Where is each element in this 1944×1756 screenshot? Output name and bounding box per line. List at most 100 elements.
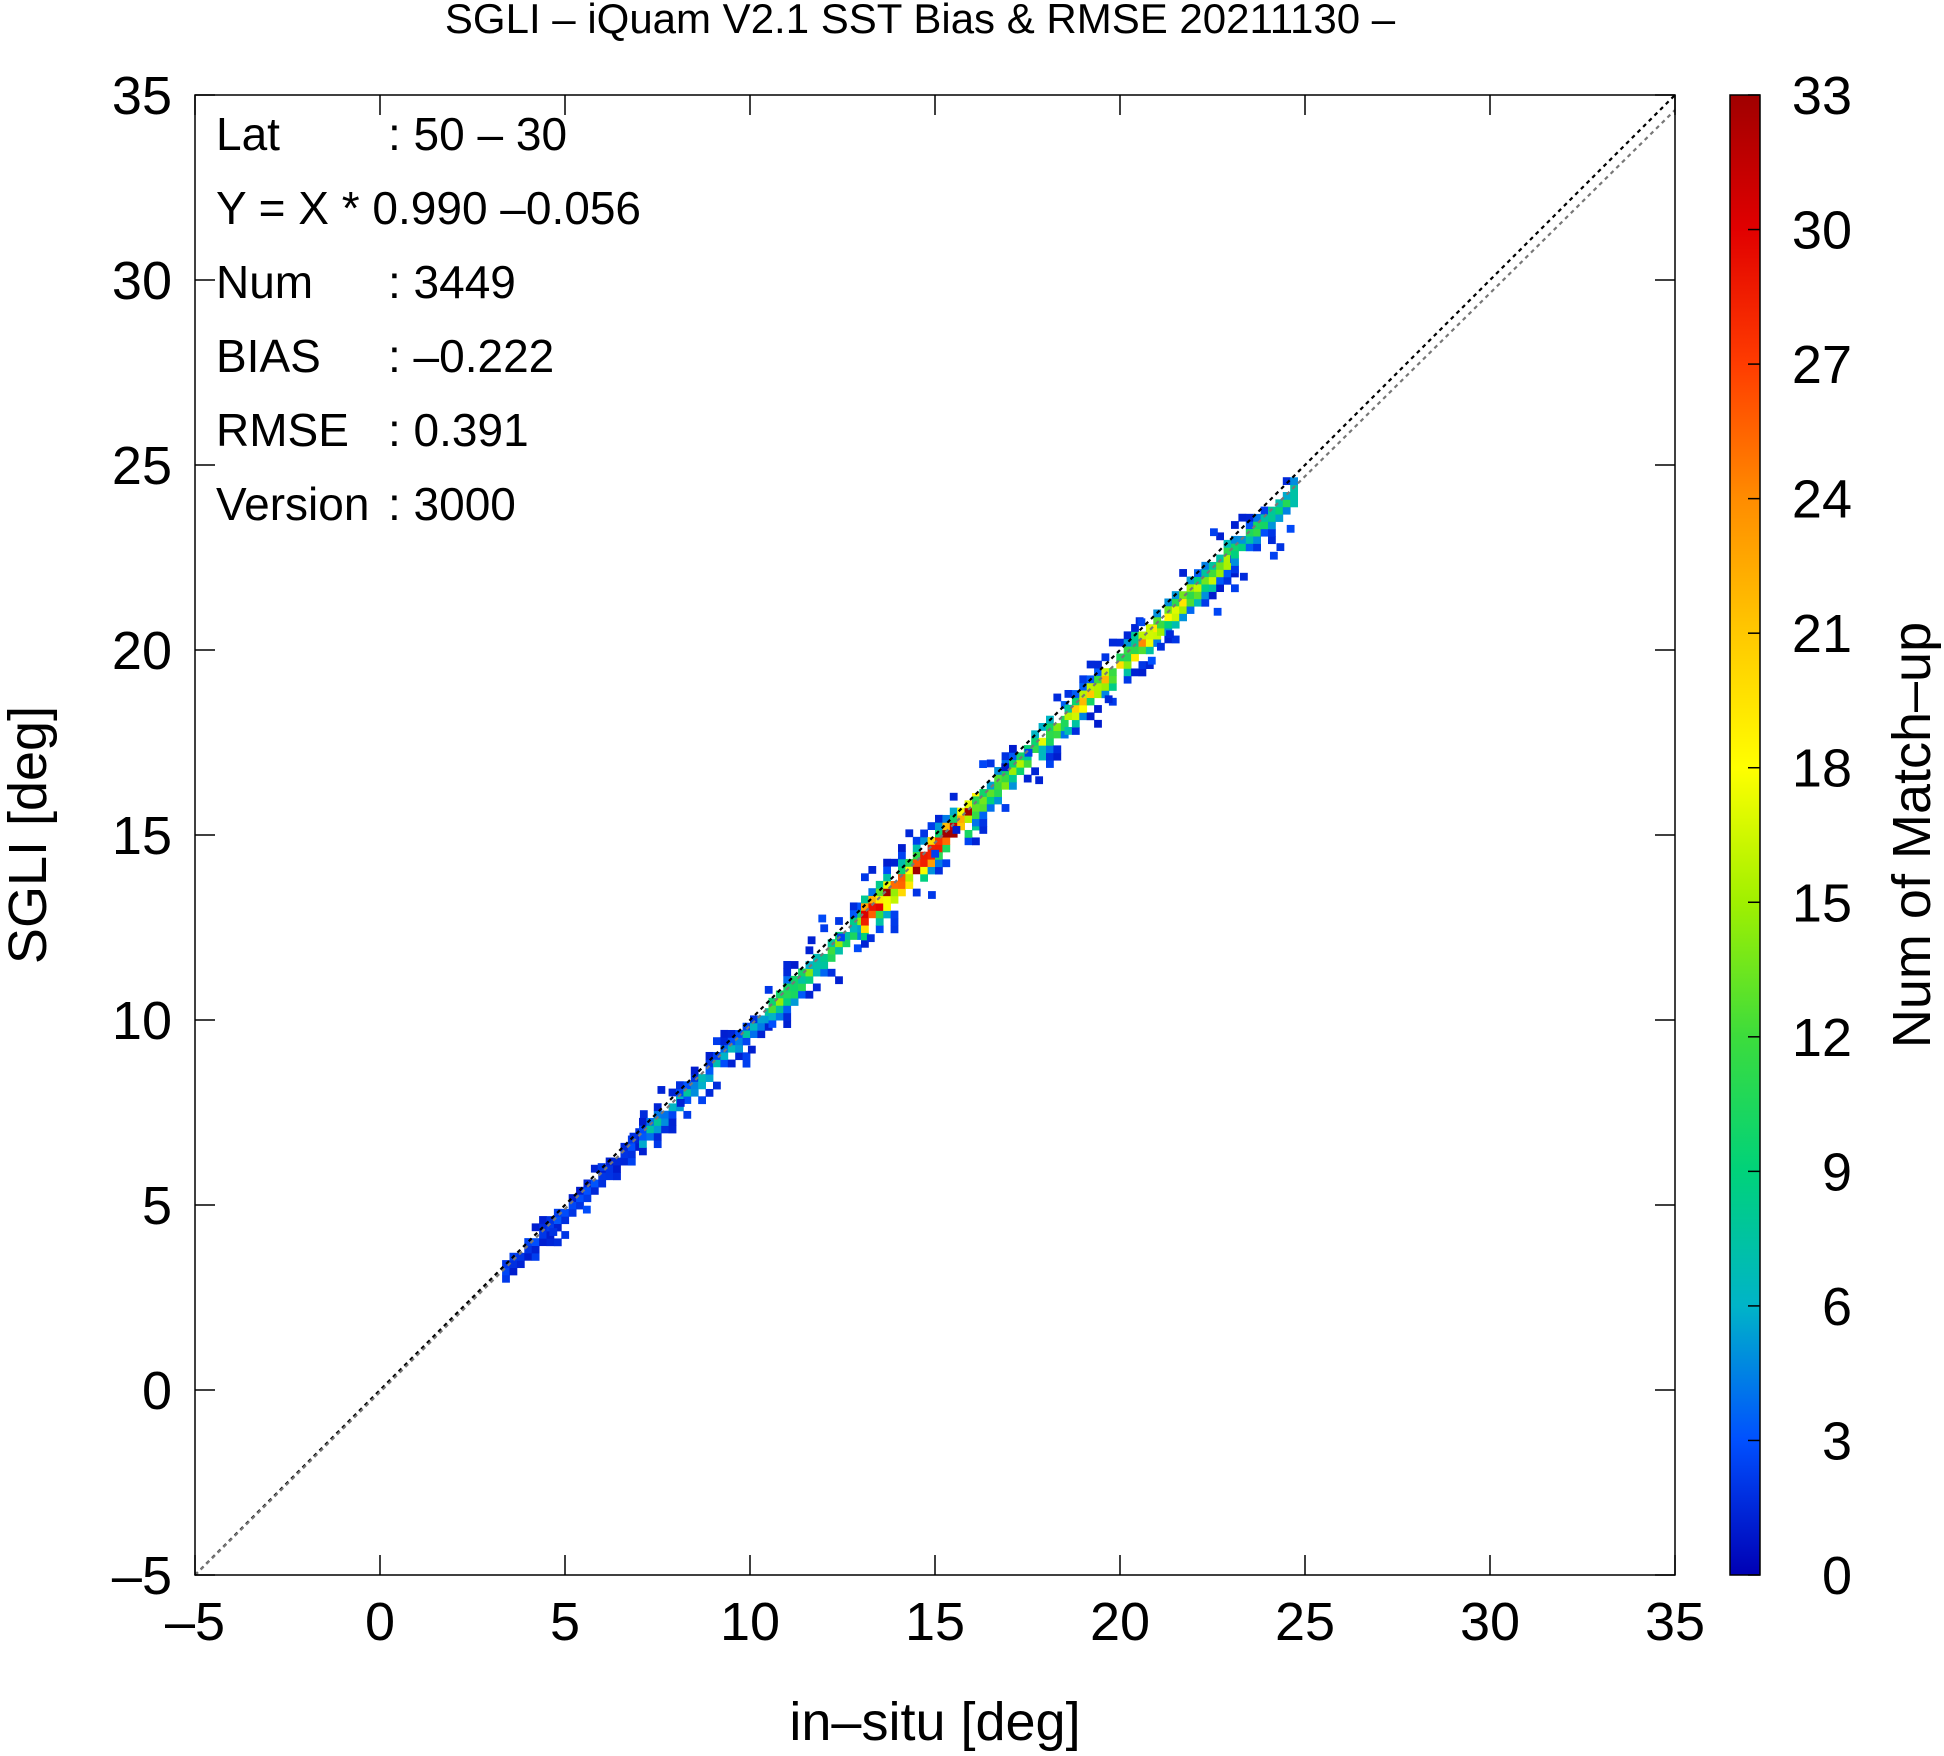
density-cell [747, 1045, 756, 1054]
density-cell [783, 1020, 792, 1028]
density-cell [768, 997, 777, 1006]
density-cell [1201, 591, 1210, 600]
density-cell [1071, 727, 1080, 735]
density-cell [1024, 748, 1033, 757]
colorbar-tick-label: 30 [1792, 201, 1852, 261]
density-cell [639, 1147, 647, 1156]
density-cell [1145, 624, 1154, 633]
density-cell [524, 1252, 533, 1261]
density-cell [1108, 668, 1117, 677]
density-cell [1035, 776, 1044, 785]
density-cell [713, 1052, 721, 1060]
density-cell [1086, 697, 1095, 706]
density-cell [1131, 638, 1139, 647]
density-cell [516, 1252, 525, 1261]
density-cell [875, 880, 884, 889]
density-cell [986, 796, 995, 805]
density-cell [1245, 513, 1254, 522]
density-cell [1094, 682, 1102, 691]
density-cell [1086, 712, 1095, 721]
density-cell [1208, 576, 1217, 585]
density-cell [1268, 521, 1276, 530]
density-cell [653, 1140, 662, 1149]
density-cell [883, 910, 891, 919]
density-cell [1238, 513, 1247, 522]
colorbar-tick-label: 15 [1792, 873, 1852, 933]
density-cell [1108, 683, 1117, 691]
density-cell [1216, 554, 1224, 563]
density-cell [1038, 752, 1047, 761]
density-cell [883, 873, 891, 882]
density-cell [972, 822, 980, 831]
density-cell [576, 1201, 584, 1210]
density-cell [775, 990, 784, 999]
density-cell [546, 1238, 555, 1247]
density-cell [1171, 605, 1180, 614]
density-cell [935, 829, 943, 838]
density-cell [964, 807, 973, 816]
density-cell [683, 1110, 692, 1119]
density-cell [683, 1088, 692, 1097]
density-cell [972, 796, 980, 805]
density-cell [1164, 620, 1173, 629]
density-cell [927, 836, 936, 845]
density-cell [742, 1022, 751, 1031]
density-cell [1053, 723, 1062, 731]
density-cell [639, 1125, 647, 1134]
density-cell [1164, 613, 1173, 622]
density-cell [690, 1081, 699, 1090]
density-cell [1009, 781, 1017, 790]
density-cell [568, 1194, 577, 1202]
density-cell [1138, 646, 1147, 655]
density-cell [1260, 513, 1269, 522]
density-cell [683, 1096, 692, 1104]
density-cell [1104, 695, 1113, 704]
density-cell [818, 914, 827, 923]
density-cell [912, 866, 921, 875]
density-cell [1290, 492, 1298, 500]
density-cell [1071, 690, 1080, 698]
x-tick-label: 10 [720, 1592, 780, 1652]
density-cell [1046, 723, 1054, 731]
density-cell [805, 961, 814, 970]
density-cell [1053, 730, 1062, 739]
density-cell [1046, 752, 1054, 761]
density-cell [1001, 752, 1010, 761]
density-cell [964, 837, 973, 846]
colorbar-gradient [1729, 94, 1761, 1576]
density-cell [1031, 730, 1039, 739]
density-cell [957, 822, 965, 831]
colorbar-tick-label: 21 [1792, 604, 1852, 664]
density-cell [1079, 697, 1088, 706]
density-cell [653, 1110, 662, 1119]
density-cell [1137, 618, 1146, 627]
density-cell [1253, 513, 1261, 522]
density-cell [1268, 536, 1276, 545]
density-cell [1009, 767, 1017, 775]
stats-box: Lat: 50 – 30 Y = X * 0.990 –0.056 Num: 344… [216, 108, 641, 530]
density-cell [727, 1059, 736, 1068]
density-cell [742, 1037, 751, 1046]
density-cell [1231, 521, 1239, 529]
density-cell [1123, 653, 1132, 662]
density-cell [979, 811, 988, 820]
stats-label: Lat [216, 108, 280, 160]
density-cell [1001, 781, 1010, 790]
density-cell [783, 968, 792, 977]
density-cell [524, 1245, 533, 1254]
density-cell [1269, 551, 1278, 560]
density-cell [1208, 569, 1217, 578]
colorbar-tick-label: 18 [1792, 739, 1852, 799]
density-cell [1208, 591, 1217, 600]
density-cell [942, 859, 951, 868]
density-cell [720, 1037, 729, 1046]
density-cell [653, 1118, 662, 1126]
density-cell [1286, 524, 1295, 533]
density-cell [1223, 569, 1232, 578]
density-cell [905, 829, 914, 838]
density-cell [1166, 630, 1174, 639]
density-cell [979, 818, 988, 827]
density-cell [1231, 565, 1239, 574]
density-cell [598, 1179, 607, 1188]
density-cell [775, 1005, 784, 1014]
